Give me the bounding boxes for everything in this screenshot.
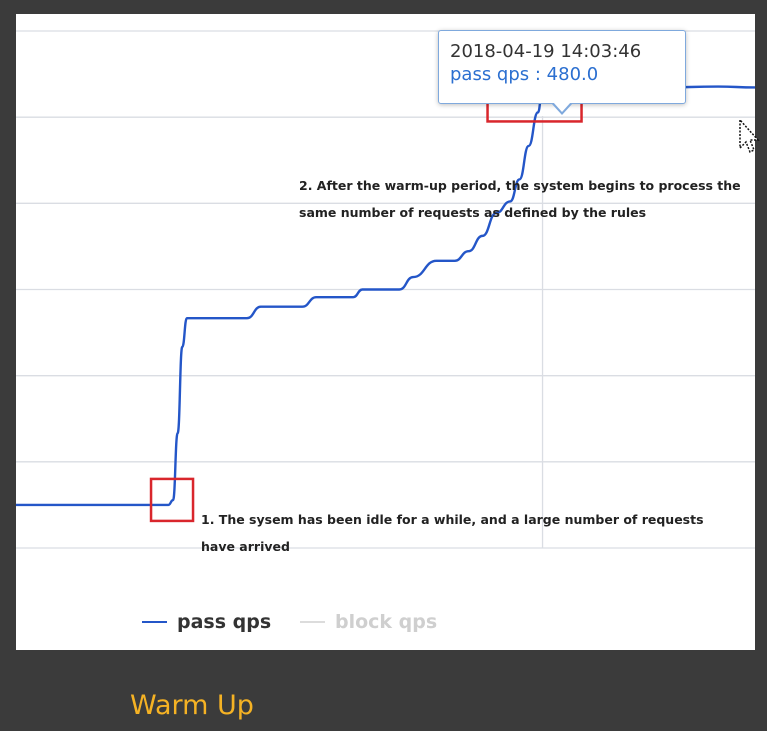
figure-caption: Warm Up (130, 690, 254, 721)
annotation-warmup: 2. After the warm-up period, the system … (299, 178, 741, 220)
tooltip-pointer-inner (553, 102, 571, 112)
tooltip-value: pass qps : 480.0 (450, 64, 599, 85)
annotation-idle: 1. The sysem has been idle for a while, … (201, 512, 704, 554)
legend-label: pass qps (177, 611, 272, 633)
legend-line-icon (300, 621, 325, 623)
chart-panel: 1. The sysem has been idle for a while, … (16, 14, 755, 650)
annotation-box-idle (149, 477, 195, 523)
legend-label: block qps (335, 611, 438, 633)
series-line-pass-qps (16, 85, 755, 507)
legend-item-block-qps[interactable]: block qps (300, 611, 437, 633)
mouse-cursor-icon (739, 118, 760, 154)
legend-item-pass-qps[interactable]: pass qps (142, 611, 271, 633)
data-tooltip: 2018-04-19 14:03:46 pass qps : 480.0 (438, 30, 686, 115)
tooltip-timestamp: 2018-04-19 14:03:46 (450, 41, 642, 62)
legend-line-icon (142, 621, 167, 623)
